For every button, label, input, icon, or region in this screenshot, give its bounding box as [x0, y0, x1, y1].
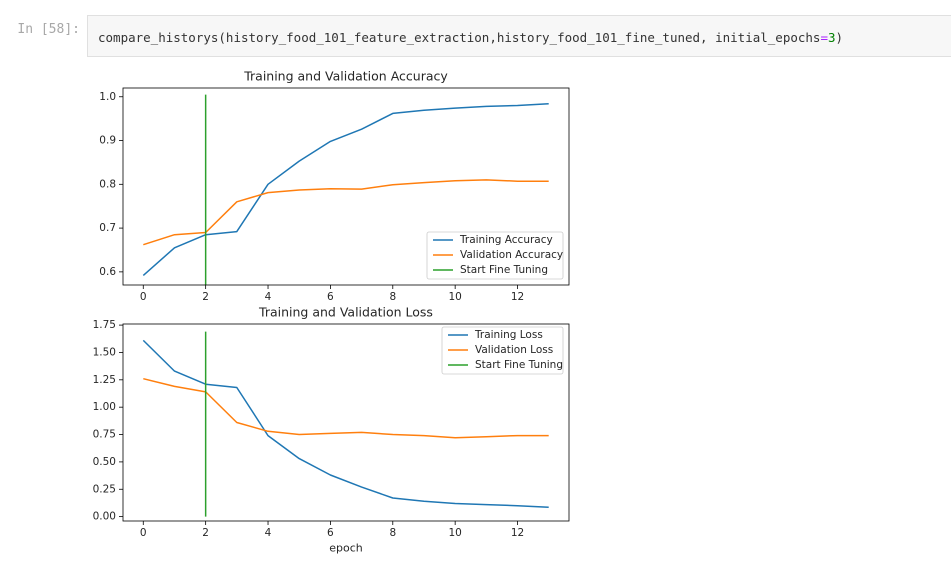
legend-label: Validation Accuracy — [460, 249, 563, 261]
y-tick-label: 0.75 — [93, 429, 116, 441]
x-tick-label: 4 — [265, 527, 272, 539]
y-tick-label: 0.8 — [99, 178, 116, 190]
x-tick-label: 8 — [389, 527, 396, 539]
chart-loss: Training and Validation Loss 0 2 4 6 8 10 12 0.0… — [93, 305, 570, 555]
chart-legend: Training Accuracy Validation Accuracy Star… — [426, 231, 564, 280]
legend-box — [426, 231, 564, 280]
chart-title: Training and Validation Accuracy — [243, 69, 448, 84]
legend-label: Training Accuracy — [459, 234, 553, 246]
chart-title: Training and Validation Loss — [258, 305, 433, 320]
y-tick-label: 0.6 — [99, 266, 116, 278]
y-tick-label: 1.75 — [93, 319, 116, 331]
x-tick-label: 12 — [511, 291, 524, 303]
y-tick-label: 0.00 — [93, 511, 116, 523]
x-tick-label: 4 — [265, 291, 272, 303]
x-tick-label: 0 — [140, 527, 147, 539]
code-operator: = — [820, 30, 828, 45]
y-tick-label: 0.25 — [93, 483, 116, 495]
chart-legend: Training Loss Validation Loss Start Fine T… — [441, 326, 564, 375]
cell-output-figure: Training and Validation Accuracy 0 2 4 6 8 10 1… — [93, 69, 570, 555]
y-tick-label: 1.00 — [93, 401, 116, 413]
x-tick-label: 8 — [389, 291, 396, 303]
x-tick-label: 6 — [327, 291, 334, 303]
x-tick-label: 2 — [202, 291, 209, 303]
x-tick-label: 2 — [202, 527, 209, 539]
x-tick-label: 0 — [140, 291, 147, 303]
code-cell[interactable]: compare_historys(history_food_101_featur… — [87, 15, 951, 57]
x-tick-label: 10 — [448, 291, 461, 303]
legend-label: Validation Loss — [475, 344, 553, 356]
legend-label: Training Loss — [474, 329, 543, 341]
x-tick-label: 12 — [511, 527, 524, 539]
x-tick-label: 6 — [327, 527, 334, 539]
y-tick-label: 0.50 — [93, 456, 116, 468]
plot-frame — [122, 323, 570, 522]
legend-label: Start Fine Tuning — [460, 264, 548, 276]
y-tick-label: 0.9 — [99, 135, 116, 147]
x-tick-label: 10 — [448, 527, 461, 539]
code-call: compare_historys(history_food_101_featur… — [98, 30, 821, 45]
series-line-training — [142, 339, 549, 509]
code-close-paren: ) — [835, 30, 844, 45]
y-tick-label: 1.25 — [93, 374, 116, 386]
series-line-validation — [143, 377, 549, 439]
series-line-training — [142, 103, 549, 276]
y-tick-label: 0.7 — [99, 222, 116, 234]
cell-prompt: In [58]: — [17, 22, 80, 37]
chart-accuracy: Training and Validation Accuracy 0 2 4 6 8 10 1… — [99, 69, 570, 303]
series-line-validation — [143, 179, 549, 246]
code-line[interactable]: compare_historys(history_food_101_featur… — [98, 30, 843, 45]
x-axis-label: epoch — [329, 542, 363, 555]
code-number: 3 — [828, 30, 836, 45]
legend-box — [441, 326, 564, 375]
y-tick-label: 1.50 — [93, 346, 116, 358]
y-tick-label: 1.0 — [99, 91, 116, 103]
legend-label: Start Fine Tuning — [475, 359, 563, 371]
plot-frame — [122, 87, 570, 286]
